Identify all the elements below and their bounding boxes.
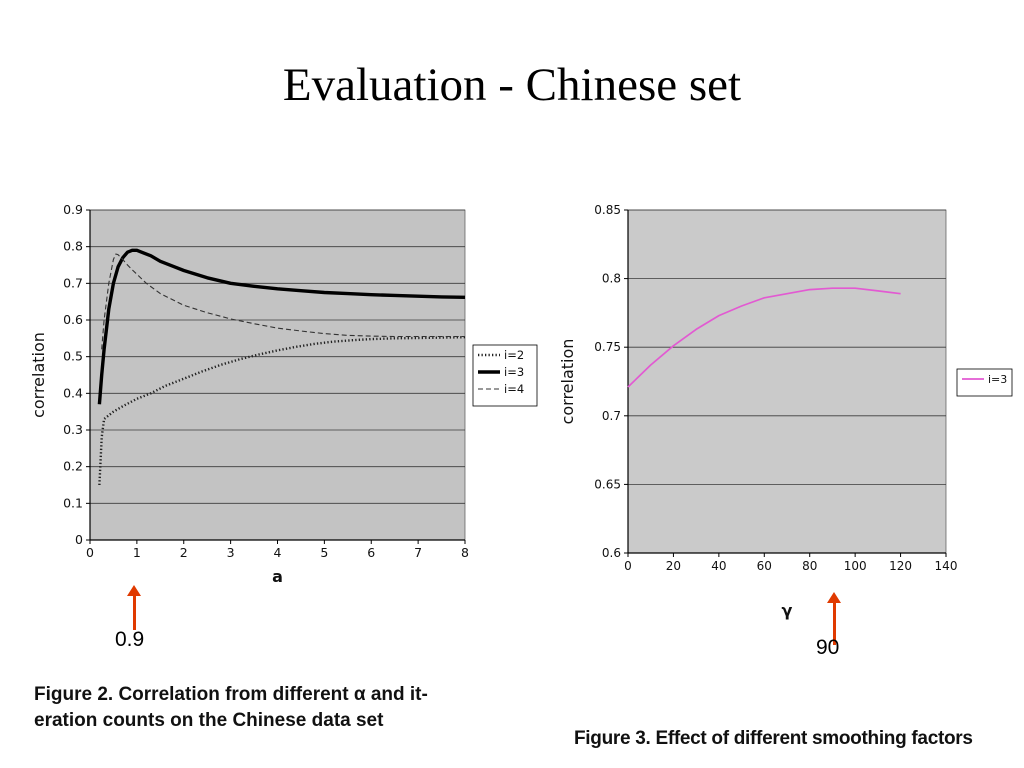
svg-text:0.75: 0.75 xyxy=(594,340,621,354)
svg-text:2: 2 xyxy=(180,545,188,560)
svg-text:140: 140 xyxy=(935,559,958,573)
arrow-shaft xyxy=(832,603,836,645)
svg-text:4: 4 xyxy=(274,545,282,560)
svg-text:3: 3 xyxy=(227,545,235,560)
svg-text:0: 0 xyxy=(86,545,94,560)
svg-text:a: a xyxy=(272,567,283,586)
svg-text:i=3: i=3 xyxy=(504,365,524,379)
svg-text:1: 1 xyxy=(133,545,141,560)
svg-text:5: 5 xyxy=(320,545,328,560)
svg-text:correlation: correlation xyxy=(558,339,577,425)
figure2-caption-line2: eration counts on the Chinese data set xyxy=(34,710,384,731)
svg-text:0.85: 0.85 xyxy=(594,203,621,217)
figure3-annotation-label: 90 xyxy=(816,636,840,659)
svg-text:0.6: 0.6 xyxy=(63,312,83,327)
svg-text:20: 20 xyxy=(666,559,681,573)
figure3-annotation-arrow-icon xyxy=(826,592,842,645)
figure3-chart: 0.6 0.65 0.7 0.75 0.8 0.85 0 20 40 60 80 100 120 140 γ… xyxy=(553,188,1015,638)
svg-text:0.7: 0.7 xyxy=(63,275,83,290)
arrow-shaft xyxy=(132,596,136,630)
figure2-annotation-arrow-icon xyxy=(126,585,142,630)
figure2-caption: Figure 2. Correlation from different α a… xyxy=(34,682,544,734)
svg-text:correlation: correlation xyxy=(29,332,48,418)
svg-text:80: 80 xyxy=(802,559,817,573)
arrow-head-icon xyxy=(827,592,841,603)
svg-text:0.8: 0.8 xyxy=(63,239,83,254)
figure2-plot: 0 0.1 0.2 0.3 0.4 0.5 0.6 0.7 0.8 0.9 0 1 2 3 4 5 6 7 8 a co… xyxy=(29,202,538,586)
svg-text:γ: γ xyxy=(782,601,793,620)
svg-text:i=3: i=3 xyxy=(988,373,1007,386)
figure3-caption: Figure 3. Effect of different smoothing … xyxy=(574,728,973,749)
figure2-caption-line1: Figure 2. Correlation from different α a… xyxy=(34,684,428,705)
svg-text:0.5: 0.5 xyxy=(63,349,83,364)
figure3-plot: 0.6 0.65 0.7 0.75 0.8 0.85 0 20 40 60 80 100 120 140 γ… xyxy=(558,203,1013,620)
svg-text:40: 40 xyxy=(711,559,726,573)
svg-text:0.1: 0.1 xyxy=(63,495,83,510)
svg-text:7: 7 xyxy=(414,545,422,560)
svg-text:120: 120 xyxy=(889,559,912,573)
svg-text:0.8: 0.8 xyxy=(602,272,621,286)
svg-text:6: 6 xyxy=(367,545,375,560)
svg-text:0.6: 0.6 xyxy=(602,546,621,560)
svg-text:60: 60 xyxy=(757,559,772,573)
arrow-head-icon xyxy=(127,585,141,596)
svg-text:i=4: i=4 xyxy=(504,382,524,396)
svg-text:0: 0 xyxy=(624,559,632,573)
svg-text:0.2: 0.2 xyxy=(63,459,83,474)
svg-text:0.3: 0.3 xyxy=(63,422,83,437)
svg-text:i=2: i=2 xyxy=(504,348,524,362)
figure2-chart: 0 0.1 0.2 0.3 0.4 0.5 0.6 0.7 0.8 0.9 0 1 2 3 4 5 6 7 8 a co… xyxy=(28,192,540,592)
svg-text:0.9: 0.9 xyxy=(63,202,83,217)
svg-text:0.4: 0.4 xyxy=(63,385,83,400)
svg-text:8: 8 xyxy=(461,545,469,560)
svg-text:100: 100 xyxy=(844,559,867,573)
slide-title: Evaluation - Chinese set xyxy=(282,59,742,111)
svg-text:0.65: 0.65 xyxy=(594,477,621,491)
figure2-annotation-label: 0.9 xyxy=(115,628,145,651)
svg-text:0.7: 0.7 xyxy=(602,409,621,423)
svg-text:0: 0 xyxy=(75,532,83,547)
